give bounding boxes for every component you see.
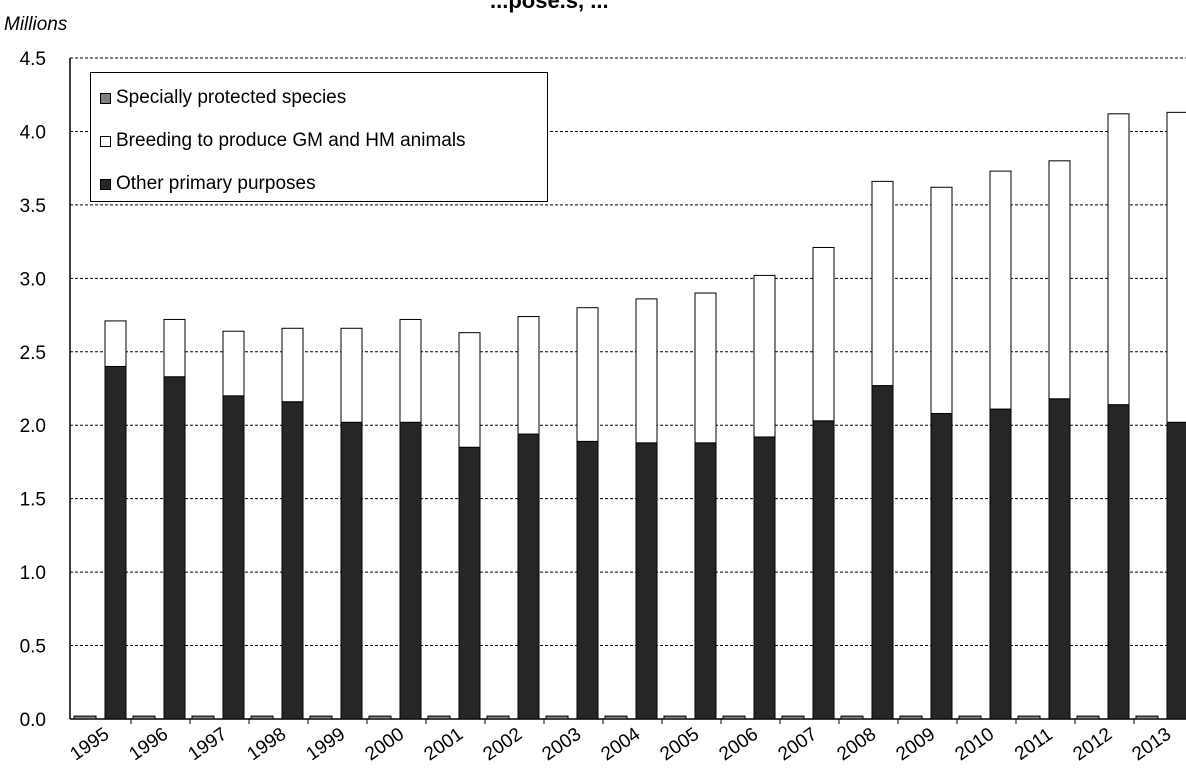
y-tick-label: 4.5 <box>20 49 46 70</box>
bar-specially-protected <box>1076 715 1100 720</box>
bar-other-primary <box>1107 404 1130 720</box>
bar-specially-protected <box>73 715 97 720</box>
bar-specially-protected <box>958 715 982 720</box>
bar-specially-protected <box>250 715 274 720</box>
bar-specially-protected <box>191 715 215 720</box>
x-tick-label: 2010 <box>952 724 999 765</box>
bar-specially-protected <box>1017 715 1041 720</box>
y-tick-label: 0.5 <box>20 637 46 658</box>
x-tick-label: 2007 <box>775 724 822 765</box>
bar-other-primary <box>576 440 599 720</box>
legend-item-breeding-gm-hm: Breeding to produce GM and HM animals <box>100 130 466 152</box>
bar-other-primary <box>635 442 658 720</box>
chart-title: ...pose.s, ... <box>490 0 609 13</box>
y-axis-unit-label: Millions <box>4 14 68 35</box>
bar-breeding-gm-hm <box>1166 111 1186 423</box>
bar-breeding-gm-hm <box>635 298 658 444</box>
bar-breeding-gm-hm <box>517 316 540 435</box>
bar-specially-protected <box>899 715 923 720</box>
y-tick-label: 2.5 <box>20 343 46 364</box>
legend-swatch-white <box>100 135 111 147</box>
x-tick-label: 1996 <box>126 724 173 765</box>
bar-other-primary <box>163 376 186 720</box>
x-tick-label: 1999 <box>303 724 350 765</box>
bar-specially-protected <box>545 715 569 720</box>
bar-breeding-gm-hm <box>458 332 481 448</box>
bar-other-primary <box>871 385 894 720</box>
bar-breeding-gm-hm <box>1048 160 1071 400</box>
bar-other-primary <box>930 412 953 720</box>
bar-specially-protected <box>1135 715 1159 720</box>
bar-other-primary <box>399 421 422 720</box>
legend-item-other-primary: Other primary purposes <box>100 173 316 195</box>
bar-other-primary <box>104 365 127 720</box>
x-tick-label: 2013 <box>1129 724 1176 765</box>
legend-swatch-black <box>100 178 111 190</box>
x-tick-label: 2006 <box>716 724 763 765</box>
legend: Specially protected species Breeding to … <box>90 72 548 202</box>
bar-specially-protected <box>486 715 510 720</box>
bar-other-primary <box>1048 398 1071 720</box>
x-tick-label: 2001 <box>421 724 468 765</box>
x-tick-label: 2009 <box>893 724 940 765</box>
bar-specially-protected <box>722 715 746 720</box>
bar-breeding-gm-hm <box>930 186 953 414</box>
x-tick-label: 2005 <box>657 724 704 765</box>
bar-other-primary <box>340 421 363 720</box>
x-tick-label: 2002 <box>480 724 527 765</box>
bar-breeding-gm-hm <box>576 307 599 442</box>
x-tick-label: 2011 <box>1011 724 1057 765</box>
bar-breeding-gm-hm <box>989 170 1012 410</box>
y-tick-label: 2.0 <box>20 416 46 437</box>
bar-breeding-gm-hm <box>871 180 894 387</box>
x-tick-label: 2004 <box>598 724 645 766</box>
y-tick-label: 3.0 <box>20 269 46 290</box>
legend-swatch-gray <box>100 92 111 104</box>
bar-breeding-gm-hm <box>753 274 776 438</box>
x-tick-label: 2003 <box>539 724 586 765</box>
x-tick-label: 1995 <box>67 724 114 765</box>
x-tick-label: 2012 <box>1070 724 1117 765</box>
bar-breeding-gm-hm <box>340 327 363 423</box>
x-tick-label: 1998 <box>244 724 291 765</box>
y-tick-label: 3.5 <box>20 196 46 217</box>
bar-other-primary <box>989 408 1012 720</box>
bar-breeding-gm-hm <box>399 318 422 423</box>
y-tick-label: 4.0 <box>20 122 46 143</box>
bar-specially-protected <box>840 715 864 720</box>
bar-other-primary <box>458 446 481 720</box>
bar-other-primary <box>1166 421 1186 720</box>
legend-label: Other primary purposes <box>116 173 316 194</box>
bar-other-primary <box>753 436 776 720</box>
y-tick-label: 0.0 <box>20 710 46 731</box>
bar-specially-protected <box>604 715 628 720</box>
legend-label: Breeding to produce GM and HM animals <box>116 130 466 151</box>
bar-specially-protected <box>427 715 451 720</box>
bar-other-primary <box>812 420 835 720</box>
bar-breeding-gm-hm <box>104 320 127 367</box>
bar-breeding-gm-hm <box>281 327 304 403</box>
bar-breeding-gm-hm <box>1107 113 1130 406</box>
y-tick-label: 1.0 <box>20 563 46 584</box>
y-tick-label: 1.5 <box>20 490 46 511</box>
bar-specially-protected <box>781 715 805 720</box>
bar-breeding-gm-hm <box>694 292 717 444</box>
bar-breeding-gm-hm <box>222 330 245 397</box>
legend-item-specially-protected: Specially protected species <box>100 87 346 109</box>
bar-breeding-gm-hm <box>812 246 835 422</box>
bar-other-primary <box>694 442 717 720</box>
bar-specially-protected <box>132 715 156 720</box>
bar-other-primary <box>281 401 304 720</box>
x-tick-label: 2008 <box>834 724 881 765</box>
legend-label: Specially protected species <box>116 87 347 108</box>
bar-other-primary <box>222 395 245 720</box>
bar-specially-protected <box>663 715 687 720</box>
x-tick-label: 1997 <box>185 724 232 765</box>
bar-breeding-gm-hm <box>163 318 186 378</box>
x-tick-label: 2000 <box>362 724 409 765</box>
bar-specially-protected <box>309 715 333 720</box>
bar-specially-protected <box>368 715 392 720</box>
bar-other-primary <box>517 433 540 720</box>
